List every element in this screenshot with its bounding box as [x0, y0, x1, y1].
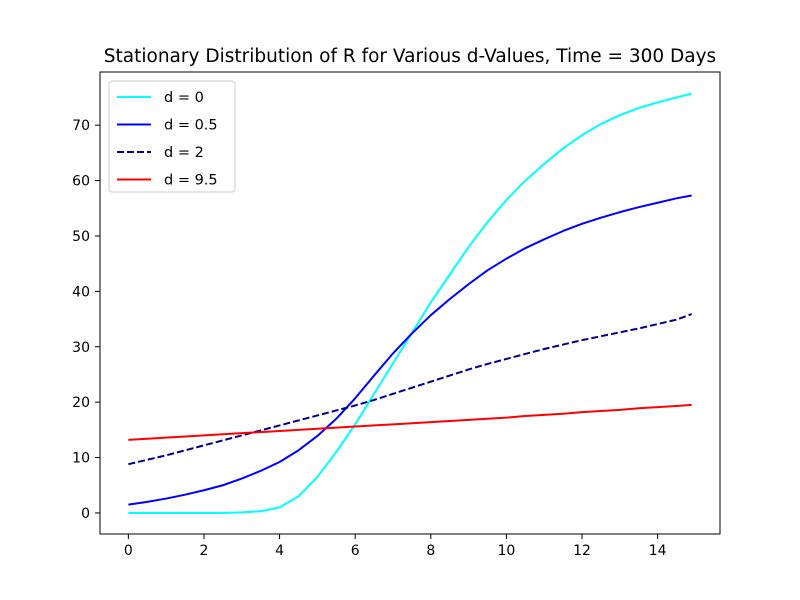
series-line-2	[128, 313, 692, 466]
y-tick-label: 40	[72, 284, 90, 300]
legend-label: d = 2	[164, 145, 204, 161]
series-line-1	[128, 194, 692, 506]
x-tick-label: 8	[426, 543, 435, 559]
x-tick-label: 6	[351, 543, 360, 559]
y-tick-label: 30	[72, 340, 90, 356]
y-tick-label: 50	[72, 229, 90, 245]
plot-frame	[99, 71, 721, 535]
legend: d = 0 d = 0.5 d = 2 d = 9.5	[108, 80, 236, 193]
x-tick-label: 2	[200, 543, 209, 559]
x-tick-label: 0	[124, 543, 133, 559]
y-tick-label: 10	[72, 451, 90, 467]
legend-label: d = 0	[164, 90, 204, 106]
y-tick-label: 20	[72, 395, 90, 411]
x-tick-label: 4	[275, 543, 284, 559]
legend-label: d = 9.5	[164, 173, 218, 189]
x-tick-label: 12	[573, 543, 591, 559]
legend-box	[108, 80, 236, 193]
y-tick-label: 0	[81, 506, 90, 522]
series-line-3	[128, 403, 692, 441]
x-tick-label: 10	[497, 543, 515, 559]
x-tick-label: 14	[649, 543, 667, 559]
legend-label: d = 0.5	[164, 118, 218, 134]
chart-title: Stationary Distribution of R for Various…	[104, 46, 716, 67]
plot-layer: 0 2 4 6 8 10 12 14 0 10 20 30 40 50 60 70	[72, 92, 692, 559]
y-tick-label: 60	[72, 174, 90, 190]
y-tick-label: 70	[72, 118, 90, 134]
